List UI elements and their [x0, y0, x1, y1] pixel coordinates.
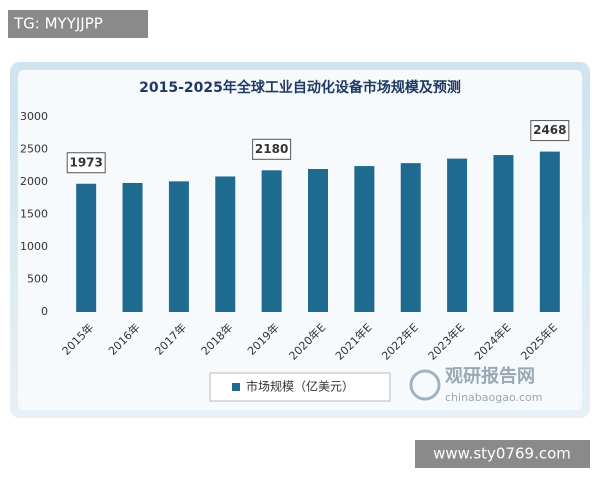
chart-panel	[18, 70, 582, 410]
bar	[122, 182, 143, 312]
chart-title: 2015-2025年全球工业自动化设备市场规模及预测	[139, 79, 461, 96]
y-tick-label: 2500	[20, 143, 48, 156]
bar	[308, 169, 328, 312]
value-label: 2468	[533, 123, 566, 137]
bar	[354, 166, 375, 312]
legend-label: 市场规模（亿美元）	[246, 379, 354, 394]
bar	[539, 151, 560, 312]
value-label: 1973	[69, 155, 102, 169]
bar	[261, 170, 282, 312]
watermark-box	[415, 440, 590, 468]
y-tick-label: 2000	[20, 175, 48, 188]
logo-text: 观研报告网	[445, 365, 535, 387]
bar	[76, 183, 97, 312]
bar	[447, 158, 468, 312]
y-tick-label: 3000	[20, 110, 48, 123]
value-label: 2180	[255, 142, 288, 156]
watermark: www.sty0769.com	[433, 445, 571, 463]
y-tick-label: 0	[41, 305, 48, 318]
value-label-box	[66, 152, 106, 174]
watermark-box	[8, 10, 148, 38]
watermark: TG: MYYJJPP	[13, 15, 103, 33]
bar	[493, 155, 514, 312]
bar	[400, 163, 421, 312]
y-tick-label: 1500	[20, 208, 48, 221]
bar	[168, 181, 189, 312]
bar	[215, 176, 236, 312]
logo-icon	[409, 369, 441, 401]
value-label-box	[530, 120, 570, 142]
y-tick-label: 500	[27, 273, 48, 286]
legend-swatch	[232, 383, 240, 391]
y-tick-label: 1000	[20, 240, 48, 253]
value-label-box	[252, 138, 292, 160]
logo-url: chinabaogao.com	[445, 391, 543, 404]
